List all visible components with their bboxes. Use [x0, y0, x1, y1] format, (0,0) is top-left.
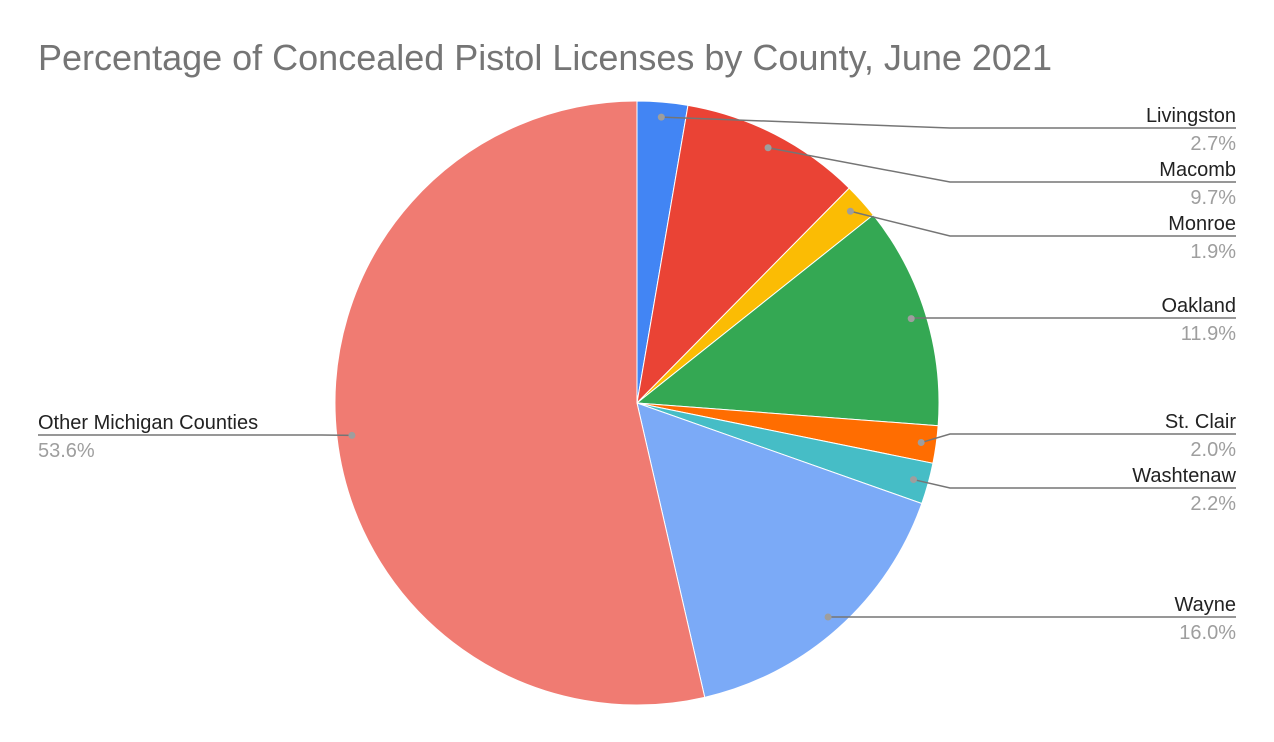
leader-dot: [824, 613, 832, 621]
pie-slice-wayne[interactable]: [636, 402, 923, 698]
slice-value: 2.7%: [1190, 133, 1236, 155]
leader-line: [661, 116, 1236, 129]
leader-dot: [909, 476, 917, 484]
slice-value: 2.2%: [1190, 493, 1236, 515]
slice-label: Livingston: [1146, 105, 1236, 127]
pie-slice-macomb[interactable]: [636, 104, 850, 405]
slice-value: 16.0%: [1179, 622, 1236, 644]
slice-label: Macomb: [1159, 159, 1236, 181]
slice-label: Oakland: [1162, 295, 1237, 317]
slice-value: 11.9%: [1181, 323, 1236, 345]
leader-line: [920, 433, 1236, 444]
leader-line: [767, 147, 1236, 183]
slice-label: St. Clair: [1165, 411, 1236, 433]
slice-label: Other Michigan Counties: [38, 412, 258, 434]
leader-dot: [348, 431, 356, 439]
chart-title: Percentage of Concealed Pistol Licenses …: [38, 37, 1052, 78]
slice-label: Washtenaw: [1132, 465, 1236, 487]
pie-slice-other-michigan-counties[interactable]: [334, 100, 706, 706]
pie-slice-oakland[interactable]: [635, 214, 940, 427]
leader-dot: [907, 315, 915, 323]
leader-dot: [657, 113, 665, 121]
slice-value: 2.0%: [1190, 439, 1236, 461]
leader-dot: [764, 144, 772, 152]
leader-dot: [846, 207, 854, 215]
slice-label: Monroe: [1168, 213, 1236, 235]
leader-line: [910, 317, 1236, 319]
slice-value: 9.7%: [1190, 187, 1236, 209]
slice-value: 1.9%: [1190, 241, 1236, 263]
slice-label: Wayne: [1174, 594, 1236, 616]
leader-line: [913, 478, 1236, 489]
leader-line: [850, 210, 1236, 237]
slice-value: 53.6%: [38, 440, 95, 462]
leader-dot: [917, 439, 925, 447]
